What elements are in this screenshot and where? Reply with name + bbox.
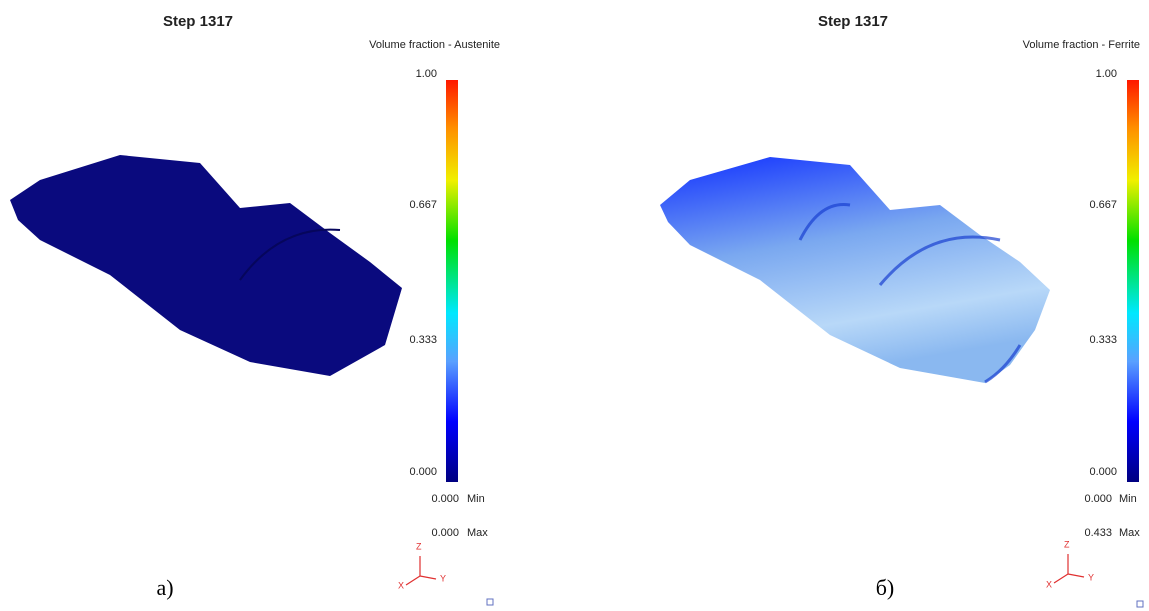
scale-tick: 0.333	[409, 334, 437, 346]
panel-ferrite: Step 1317 Volume fraction - Ferrite 1.00…	[660, 13, 1143, 607]
panel-austenite: Step 1317 Volume fraction - Austenite 1.…	[10, 13, 500, 605]
min-value: 0.000	[431, 493, 459, 505]
axis-triad	[406, 556, 436, 585]
axis-label: X	[1046, 579, 1052, 589]
screenshot: Step 1317 Volume fraction - Austenite 1.…	[0, 0, 1149, 611]
axis-label: Y	[1088, 572, 1094, 582]
axis-label: X	[398, 580, 404, 590]
max-value: 0.433	[1084, 527, 1112, 539]
caption: а)	[156, 575, 173, 600]
color-scale	[446, 80, 458, 482]
color-scale	[1127, 80, 1139, 482]
model-shape	[10, 155, 402, 376]
scale-tick: 0.667	[1089, 199, 1117, 211]
axis-label: Y	[440, 573, 446, 583]
max-value: 0.000	[431, 527, 459, 539]
scale-tick: 0.000	[1089, 466, 1117, 478]
axis-triad	[1054, 554, 1084, 583]
panel-title: Step 1317	[163, 13, 233, 30]
min-value: 0.000	[1084, 493, 1112, 505]
axis-label: Z	[1064, 539, 1070, 549]
model-shape	[660, 157, 1050, 383]
legend-title: Volume fraction - Ferrite	[1023, 39, 1140, 51]
scale-tick: 1.00	[416, 68, 437, 80]
icon	[487, 599, 493, 605]
min-label: Min	[1119, 493, 1137, 505]
axis-label: Z	[416, 541, 422, 551]
scale-tick: 0.667	[409, 199, 437, 211]
scale-tick: 1.00	[1096, 68, 1117, 80]
min-label: Min	[467, 493, 485, 505]
scale-tick: 0.000	[409, 466, 437, 478]
legend-title: Volume fraction - Austenite	[369, 39, 500, 51]
max-label: Max	[1119, 527, 1140, 539]
caption: б)	[876, 575, 895, 600]
panel-title: Step 1317	[818, 13, 888, 30]
max-label: Max	[467, 527, 488, 539]
scale-tick: 0.333	[1089, 334, 1117, 346]
icon	[1137, 601, 1143, 607]
